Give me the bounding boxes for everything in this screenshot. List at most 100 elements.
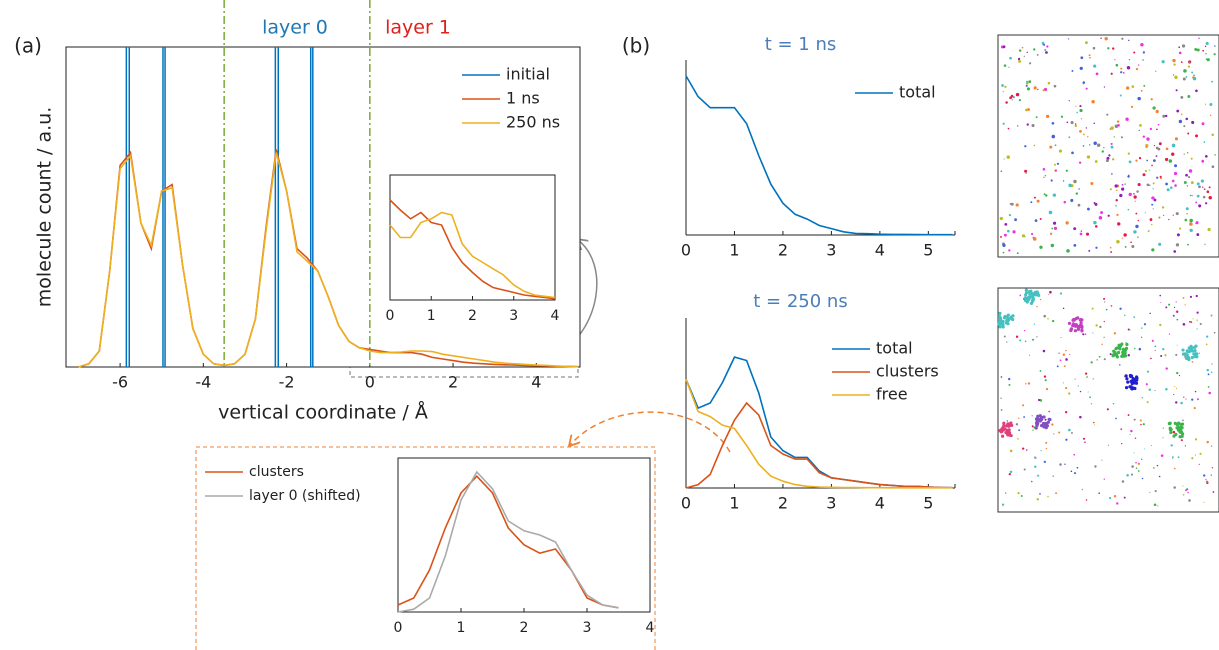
particle bbox=[1123, 233, 1127, 237]
particle bbox=[1009, 470, 1013, 474]
detail-arrow bbox=[570, 411, 731, 453]
series-line bbox=[389, 211, 556, 299]
particle bbox=[1203, 188, 1206, 190]
particle bbox=[1146, 370, 1150, 373]
cluster-particle bbox=[1036, 414, 1040, 418]
legend-label: total bbox=[899, 83, 936, 102]
particle bbox=[1034, 219, 1038, 222]
particle bbox=[1084, 441, 1086, 443]
particle bbox=[1214, 45, 1216, 47]
cluster-particle bbox=[1037, 293, 1041, 298]
particle bbox=[1114, 124, 1119, 128]
particle bbox=[1047, 318, 1049, 320]
particle bbox=[1002, 243, 1006, 247]
particle bbox=[1088, 54, 1091, 57]
cluster-particle bbox=[1188, 349, 1192, 353]
cluster-particle bbox=[1045, 424, 1049, 428]
particle bbox=[1100, 211, 1104, 215]
particle bbox=[1154, 345, 1157, 348]
particle bbox=[1127, 414, 1130, 416]
detail-frame bbox=[195, 446, 656, 650]
particle bbox=[1165, 147, 1169, 151]
particle bbox=[1158, 216, 1161, 219]
particle bbox=[1076, 111, 1078, 114]
particle bbox=[1213, 53, 1216, 56]
particle bbox=[1184, 304, 1186, 306]
particle bbox=[1178, 46, 1181, 49]
particle bbox=[1091, 99, 1095, 104]
particle bbox=[1180, 61, 1183, 64]
particle bbox=[1164, 354, 1167, 357]
particle bbox=[1015, 335, 1019, 338]
particle bbox=[1045, 447, 1048, 450]
particle bbox=[1182, 297, 1185, 300]
particle bbox=[1188, 499, 1191, 502]
particle bbox=[1114, 59, 1116, 61]
particle bbox=[1048, 210, 1053, 215]
particle bbox=[1065, 349, 1067, 352]
particle bbox=[1182, 323, 1186, 326]
particle bbox=[1180, 402, 1182, 405]
particle bbox=[1137, 470, 1140, 472]
particle bbox=[1000, 409, 1003, 411]
particle bbox=[1194, 438, 1198, 441]
x-tick-label: 1 bbox=[729, 494, 739, 513]
particle bbox=[1033, 144, 1036, 147]
particle bbox=[1121, 237, 1123, 239]
particle bbox=[1120, 67, 1123, 70]
particle bbox=[1189, 194, 1192, 197]
particle bbox=[1188, 320, 1191, 323]
particle bbox=[1192, 318, 1194, 320]
particle bbox=[1022, 447, 1025, 450]
particle bbox=[1006, 420, 1009, 422]
particle bbox=[1146, 159, 1149, 162]
cluster-particle bbox=[1190, 355, 1194, 360]
particle bbox=[1031, 480, 1033, 483]
particle bbox=[1192, 76, 1195, 79]
particle bbox=[1041, 41, 1045, 45]
particle bbox=[1203, 501, 1205, 503]
particle bbox=[1043, 44, 1046, 46]
particle bbox=[1202, 195, 1206, 199]
particle bbox=[1089, 396, 1091, 399]
cluster-particle bbox=[1038, 414, 1042, 418]
particle bbox=[1016, 125, 1019, 127]
particle bbox=[1071, 151, 1074, 155]
particle bbox=[1071, 69, 1074, 72]
particle bbox=[1153, 503, 1157, 507]
x-tick-label: 0 bbox=[681, 241, 691, 260]
particle bbox=[1022, 404, 1025, 407]
x-tick-label: 1 bbox=[729, 241, 739, 260]
particle bbox=[1093, 421, 1095, 424]
particle bbox=[1006, 341, 1008, 343]
chart-title: t = 250 ns bbox=[753, 291, 847, 312]
cluster-particle bbox=[1002, 424, 1006, 428]
particle bbox=[1120, 136, 1123, 139]
particle bbox=[1142, 135, 1146, 138]
x-tick-label: 1 bbox=[457, 620, 466, 636]
particle bbox=[1009, 96, 1013, 100]
particle bbox=[1106, 408, 1109, 411]
particle bbox=[1113, 332, 1117, 335]
particle bbox=[1109, 353, 1112, 356]
cluster-particle bbox=[1078, 324, 1082, 328]
particle bbox=[1002, 90, 1004, 93]
particle bbox=[1165, 367, 1168, 370]
particle bbox=[1101, 150, 1104, 153]
particle bbox=[1133, 418, 1136, 421]
cluster-particle bbox=[1036, 422, 1040, 426]
cluster-particle bbox=[1007, 433, 1012, 437]
particle bbox=[1142, 51, 1146, 54]
particle bbox=[1183, 180, 1187, 184]
particle bbox=[1144, 169, 1147, 173]
particle bbox=[1053, 226, 1058, 231]
cluster-particle bbox=[1009, 422, 1013, 427]
particle bbox=[1198, 463, 1200, 465]
particle bbox=[1117, 222, 1121, 226]
particle bbox=[1052, 475, 1054, 477]
particle bbox=[1174, 164, 1178, 168]
particle bbox=[1135, 212, 1138, 215]
particle bbox=[1052, 193, 1057, 197]
cluster-particle bbox=[1007, 318, 1011, 322]
particle bbox=[1152, 106, 1156, 110]
